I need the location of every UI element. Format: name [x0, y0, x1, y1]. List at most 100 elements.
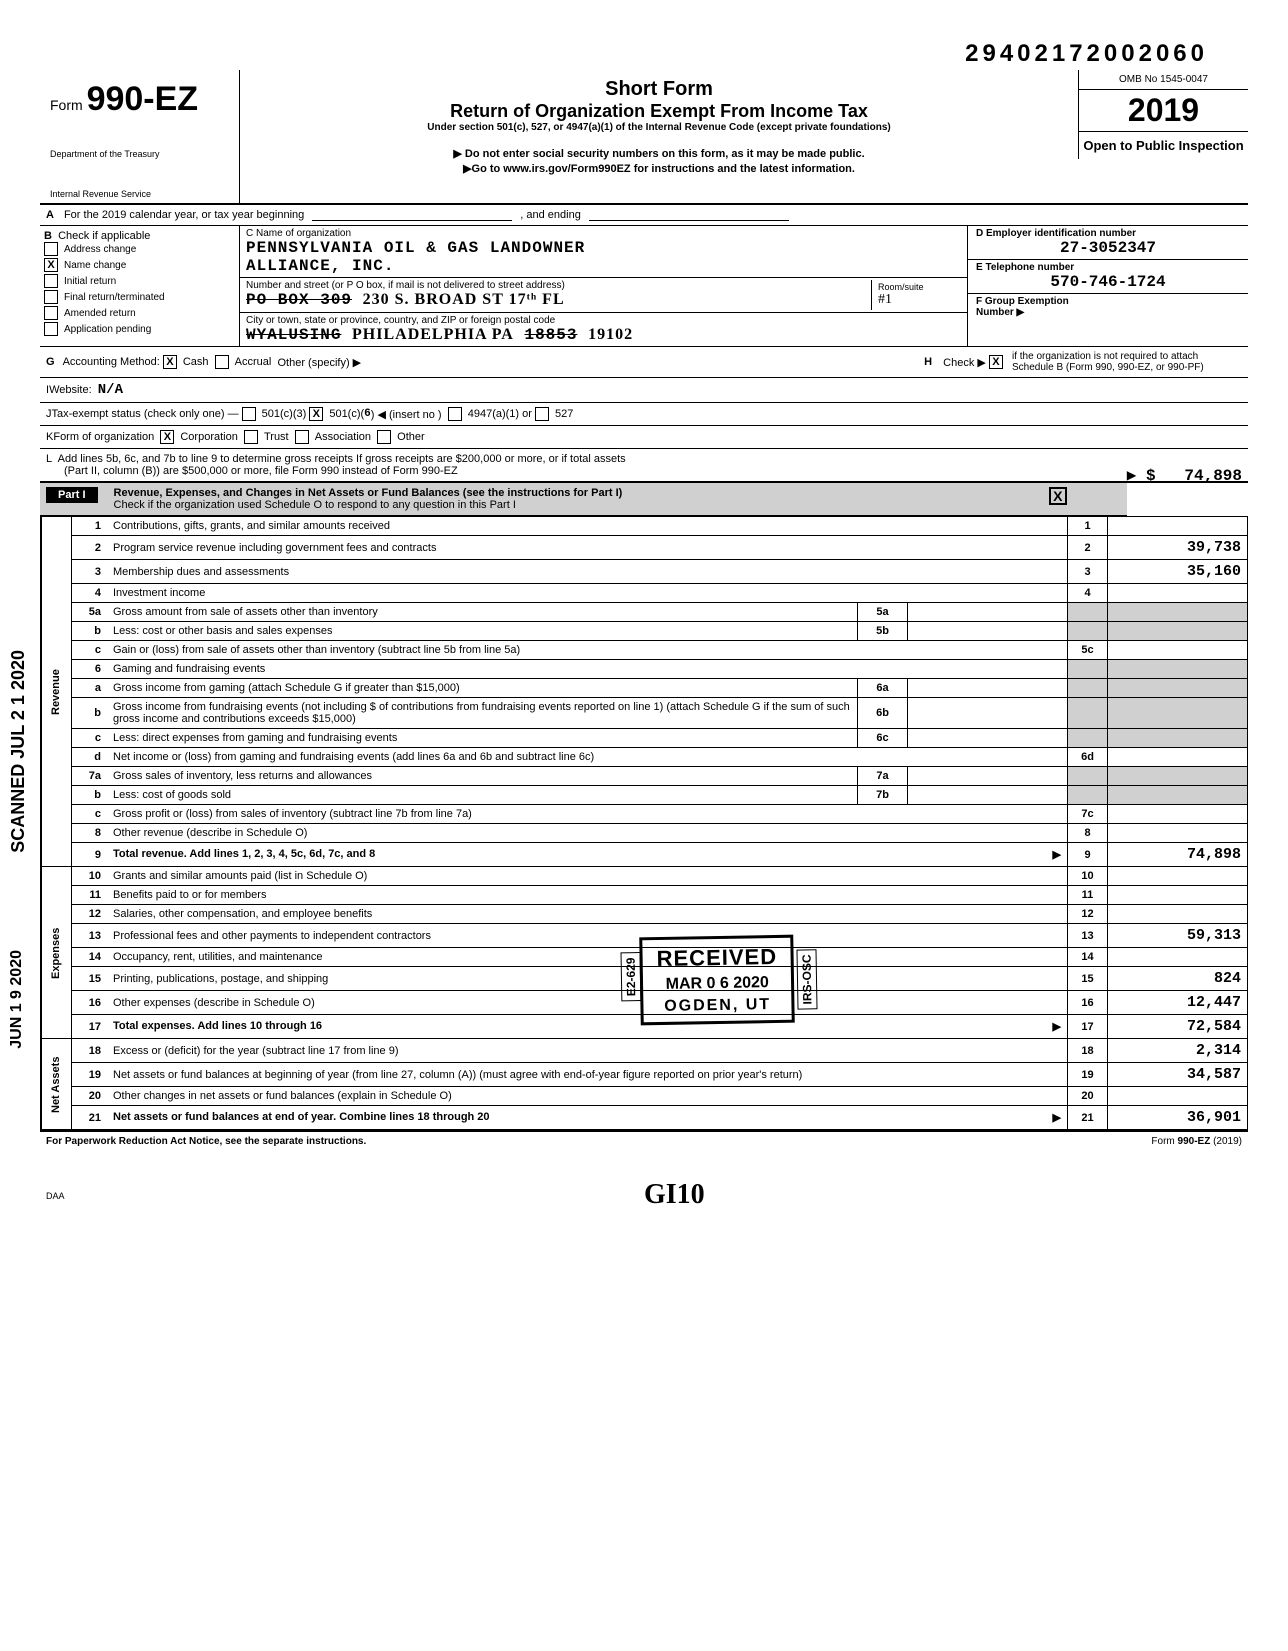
schedule-b-checkbox[interactable] [989, 355, 1003, 369]
right-box-15: 15 [1068, 967, 1108, 991]
colb-label-3: Final return/terminated [64, 292, 165, 303]
association-checkbox[interactable] [295, 430, 309, 444]
right-val-2[interactable]: 39,738 [1108, 536, 1248, 560]
title-under: Under section 501(c), 527, or 4947(a)(1)… [250, 122, 1068, 133]
colb-checkbox-5[interactable] [44, 322, 58, 336]
accounting-method-label: Accounting Method: [63, 356, 160, 368]
mid-val-7a[interactable] [908, 767, 1068, 786]
tax-year-end-input[interactable] [589, 209, 789, 221]
row-g-accounting: G Accounting Method: Cash Accrual Other … [40, 347, 1248, 378]
right-val-4[interactable] [1108, 584, 1248, 603]
schedule-o-checkbox[interactable]: X [1049, 487, 1067, 505]
corporation-checkbox[interactable] [160, 430, 174, 444]
footer: For Paperwork Reduction Act Notice, see … [40, 1130, 1248, 1151]
line-num-a: a [71, 679, 107, 698]
line-desc-11: Benefits paid to or for members [107, 886, 1068, 905]
right-val-18[interactable]: 2,314 [1108, 1039, 1248, 1063]
line-num-8: 8 [71, 824, 107, 843]
right-box-14: 14 [1068, 948, 1108, 967]
mid-val-6c[interactable] [908, 729, 1068, 748]
paperwork-notice: For Paperwork Reduction Act Notice, see … [46, 1136, 366, 1147]
side-label-net-assets: Net Assets [41, 1039, 71, 1130]
gross-receipts-amount: 74,898 [1184, 467, 1242, 485]
line-num-4: 4 [71, 584, 107, 603]
right-val-16[interactable]: 12,447 [1108, 991, 1248, 1015]
row-l-text2: (Part II, column (B)) are $500,000 or mo… [64, 465, 458, 477]
right-val-blank-6 [1108, 660, 1248, 679]
colb-checkbox-2[interactable] [44, 274, 58, 288]
right-box-blank-6 [1068, 660, 1108, 679]
527-checkbox[interactable] [535, 407, 549, 421]
right-box-shade-a [1068, 679, 1108, 698]
side-label-expenses: Expenses [41, 867, 71, 1039]
line-desc-18: Excess or (deficit) for the year (subtra… [107, 1039, 1068, 1063]
colb-checkbox-3[interactable] [44, 290, 58, 304]
cash-checkbox[interactable] [163, 355, 177, 369]
addr-strike: PO BOX 309 [246, 291, 352, 309]
line-num-5a: 5a [71, 603, 107, 622]
colb-checkbox-0[interactable] [44, 242, 58, 256]
other-org-checkbox[interactable] [377, 430, 391, 444]
right-val-13[interactable]: 59,313 [1108, 924, 1248, 948]
line-num-3: 3 [71, 560, 107, 584]
colb-checkbox-1[interactable] [44, 258, 58, 272]
right-box-11: 11 [1068, 886, 1108, 905]
mid-val-6a[interactable] [908, 679, 1068, 698]
tax-exempt-label: Tax-exempt status (check only one) — [52, 408, 239, 420]
trust-checkbox[interactable] [244, 430, 258, 444]
accrual-checkbox[interactable] [215, 355, 229, 369]
mid-box-5a: 5a [858, 603, 908, 622]
colb-label-0: Address change [64, 244, 136, 255]
addr-handwritten: 230 S. BROAD ST 17ᵗʰ FL [363, 291, 565, 308]
right-val-15[interactable]: 824 [1108, 967, 1248, 991]
right-val-10[interactable] [1108, 867, 1248, 886]
501c-number: 6 [364, 408, 371, 420]
right-box-19: 19 [1068, 1063, 1108, 1087]
mid-val-7b[interactable] [908, 786, 1068, 805]
right-val-21[interactable]: 36,901 [1108, 1106, 1248, 1130]
scanned-stamp: SCANNED JUL 2 1 2020 [8, 650, 29, 853]
line-num-14: 14 [71, 948, 107, 967]
group-exemption-label: F Group Exemption [976, 296, 1240, 307]
line-desc-20: Other changes in net assets or fund bala… [107, 1087, 1068, 1106]
row-k-form-org: K Form of organization Corporation Trust… [40, 426, 1248, 449]
right-val-9[interactable]: 74,898 [1108, 843, 1248, 867]
line-row-b: bGross income from fundraising events (n… [41, 698, 1248, 729]
4947-checkbox[interactable] [448, 407, 462, 421]
line-row-2: 2Program service revenue including gover… [41, 536, 1248, 560]
line-num-11: 11 [71, 886, 107, 905]
colb-checkbox-4[interactable] [44, 306, 58, 320]
right-val-14[interactable] [1108, 948, 1248, 967]
right-val-5c[interactable] [1108, 641, 1248, 660]
right-val-11[interactable] [1108, 886, 1248, 905]
right-val-3[interactable]: 35,160 [1108, 560, 1248, 584]
right-box-17: 17 [1068, 1015, 1108, 1039]
part-1-title: Revenue, Expenses, and Changes in Net As… [114, 487, 460, 499]
mid-val-6b[interactable] [908, 698, 1068, 729]
right-val-12[interactable] [1108, 905, 1248, 924]
line-row-d: dNet income or (loss) from gaming and fu… [41, 748, 1248, 767]
form-number-block: Form 990-EZ Department of the Treasury I… [40, 70, 240, 203]
501c-checkbox[interactable] [309, 407, 323, 421]
row-a-tax-year: A For the 2019 calendar year, or tax yea… [40, 205, 1248, 226]
right-val-7c[interactable] [1108, 805, 1248, 824]
right-val-1[interactable] [1108, 517, 1248, 536]
right-val-17[interactable]: 72,584 [1108, 1015, 1248, 1039]
right-box-6d: 6d [1068, 748, 1108, 767]
mid-val-5b[interactable] [908, 622, 1068, 641]
right-val-6d[interactable] [1108, 748, 1248, 767]
right-val-20[interactable] [1108, 1087, 1248, 1106]
501c3-checkbox[interactable] [242, 407, 256, 421]
tax-year-begin-input[interactable] [312, 209, 512, 221]
right-val-8[interactable] [1108, 824, 1248, 843]
title-main: Return of Organization Exempt From Incom… [250, 101, 1068, 122]
right-val-19[interactable]: 34,587 [1108, 1063, 1248, 1087]
line-desc-b: Gross income from fundraising events (no… [107, 698, 858, 729]
line-desc-17: Total expenses. Add lines 10 through 16 … [107, 1015, 1068, 1039]
row-l-label: L [46, 453, 52, 465]
row-h-text2: if the organization is not required to a… [1012, 351, 1242, 373]
zip-handwritten: 19102 [588, 326, 633, 343]
mid-val-5a[interactable] [908, 603, 1068, 622]
line-row-20: 20Other changes in net assets or fund ba… [41, 1087, 1248, 1106]
group-exemption-number-label: Number ▶ [976, 307, 1240, 318]
